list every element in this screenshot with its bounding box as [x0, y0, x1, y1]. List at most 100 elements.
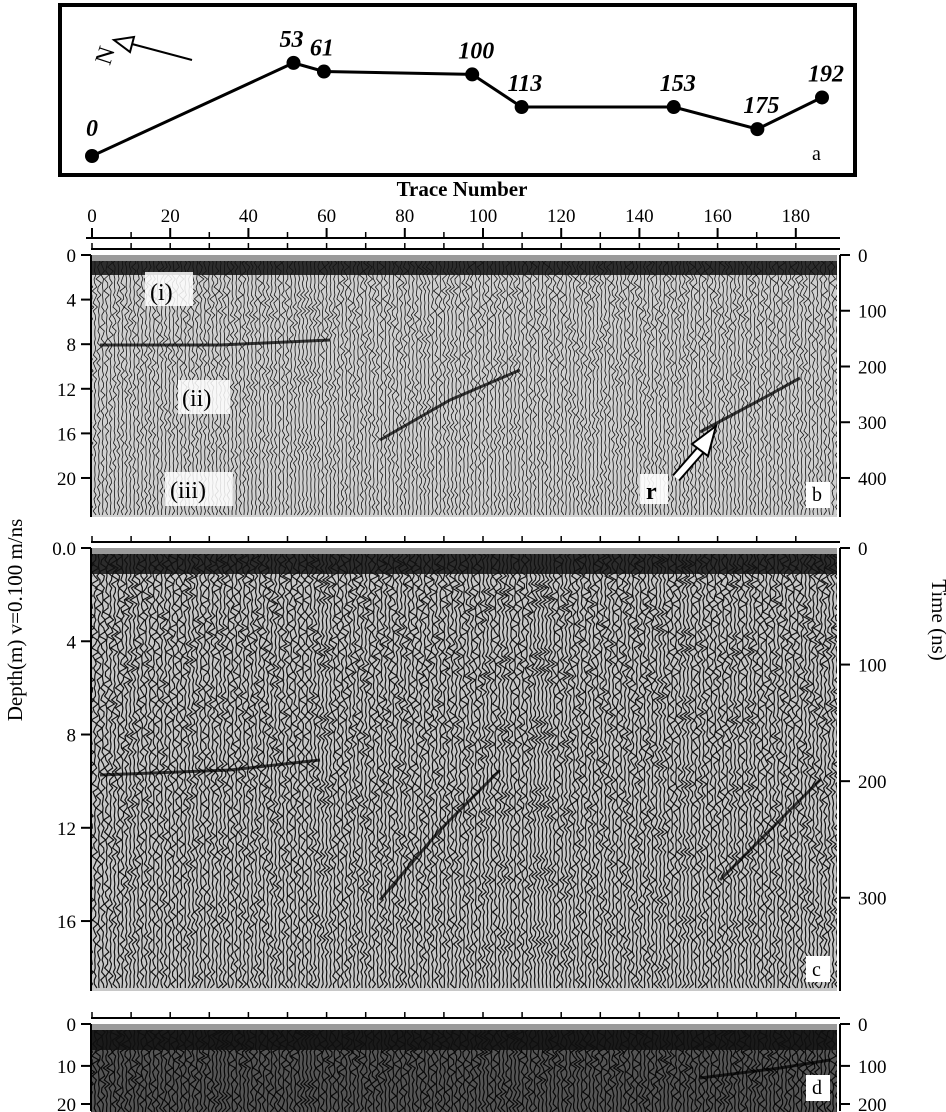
trace-tick-label: 40	[239, 206, 258, 227]
station-marker	[666, 100, 681, 115]
air-wave-band	[91, 1024, 837, 1030]
reflector-event	[379, 368, 521, 442]
panel-c-traces	[91, 548, 837, 989]
time-tick-label: 100	[858, 656, 887, 677]
station-label: 153	[660, 71, 696, 97]
trace-axis-title: Trace Number	[397, 177, 528, 201]
depth-axis-title: Depth(m) v=0.100 m/ns	[3, 519, 27, 722]
panel-d-letter-backdrop	[806, 1075, 830, 1101]
station-marker	[815, 90, 829, 105]
trace-number-axis: 0 20 40 60 80 100 120 140 160 180	[86, 206, 840, 239]
panel-c-radargram: 0.0 4 8 12 16 0 100 200 300 c	[52, 536, 887, 991]
annotation-r: r	[646, 479, 657, 505]
depth-tick-label: 10	[57, 1057, 76, 1078]
annotation-i-backdrop	[145, 272, 193, 306]
north-arrow-icon	[111, 35, 193, 61]
reflector-event	[100, 338, 331, 347]
reflector-arrow-icon	[672, 423, 718, 482]
panel-b-letter-backdrop	[806, 482, 830, 508]
reflector-event	[378, 768, 502, 901]
time-tick-label: 200	[858, 357, 887, 378]
reflector-event	[699, 1058, 831, 1080]
station-marker	[85, 149, 99, 163]
panel-d-letter: d	[812, 1077, 822, 1099]
station-marker	[465, 67, 480, 82]
station-label: 175	[743, 93, 779, 119]
depth-tick-label: 8	[67, 335, 77, 356]
time-tick-label: 400	[858, 469, 887, 490]
survey-route-line	[91, 61, 823, 158]
annotation-iii-backdrop	[165, 472, 233, 506]
time-tick-label: 0	[858, 539, 868, 560]
direct-wave-band	[91, 261, 837, 275]
time-axis-title: Time (ns)	[927, 579, 946, 661]
time-tick-label: 300	[858, 889, 887, 910]
trace-tick-label: 180	[782, 206, 811, 227]
wiggle-trace	[91, 1024, 837, 1112]
station-marker	[514, 100, 529, 115]
station-label: 61	[310, 36, 334, 62]
annotation-ii: (ii)	[182, 386, 211, 412]
station-label: 192	[808, 61, 844, 87]
panel-a-letter: a	[812, 143, 821, 165]
trace-tick-label: 140	[625, 206, 654, 227]
trace-tick-label: 100	[469, 206, 498, 227]
air-wave-band	[91, 255, 837, 261]
depth-tick-label: 4	[67, 632, 77, 653]
panel-d-traces	[91, 1024, 837, 1112]
trace-tick-label: 60	[317, 206, 336, 227]
station-label: 53	[280, 27, 304, 53]
time-tick-label: 100	[858, 302, 887, 323]
direct-wave-band	[91, 1030, 837, 1050]
reflector-event	[699, 376, 801, 434]
depth-tick-label: 4	[67, 291, 77, 312]
time-tick-label: 0	[858, 1015, 868, 1036]
station-label: 113	[508, 71, 543, 97]
panel-a-frame	[58, 3, 857, 177]
depth-tick-label: 12	[57, 380, 76, 401]
trace-tick-label: 120	[547, 206, 576, 227]
panel-c-letter-backdrop	[806, 956, 830, 982]
depth-tick-label: 16	[57, 912, 76, 933]
panel-b-letter: b	[812, 484, 822, 506]
depth-tick-label: 16	[57, 424, 76, 445]
annotation-r-backdrop	[640, 474, 668, 504]
north-label: N	[91, 44, 121, 69]
station-marker	[316, 64, 331, 79]
trace-tick-label: 80	[395, 206, 414, 227]
station-label: 100	[458, 38, 494, 64]
time-tick-label: 0	[858, 246, 868, 267]
depth-tick-label: 0	[67, 1015, 77, 1036]
direct-wave-band	[91, 554, 837, 574]
time-tick-label: 300	[858, 413, 887, 434]
time-tick-label: 200	[858, 1095, 887, 1112]
panel-a-map: N 0 53 61 100 113 153 175 192 a	[58, 3, 857, 177]
trace-tick-label: 160	[703, 206, 732, 227]
depth-tick-label: 20	[57, 469, 76, 490]
depth-tick-label: 0.0	[52, 539, 76, 560]
annotation-i: (i)	[150, 280, 173, 306]
reflector-event	[99, 758, 321, 777]
depth-tick-label: 12	[57, 819, 76, 840]
annotation-iii: (iii)	[170, 478, 206, 504]
depth-tick-label: 20	[57, 1095, 76, 1112]
panel-c-letter: c	[812, 959, 821, 981]
panel-b-traces	[91, 255, 837, 516]
station-marker	[750, 122, 765, 137]
station-label: 0	[86, 116, 98, 142]
panel-c-axes: 0.0 4 8 12 16 0 100 200 300	[52, 536, 887, 991]
trace-tick-label: 20	[161, 206, 180, 227]
annotation-ii-backdrop	[178, 380, 230, 414]
station-markers: 0 53 61 100 113 153 175 192	[85, 27, 844, 163]
air-wave-band	[91, 548, 837, 554]
time-tick-label: 100	[858, 1057, 887, 1078]
trace-tick-label: 0	[87, 206, 97, 227]
time-tick-label: 200	[858, 772, 887, 793]
station-marker	[286, 55, 301, 70]
depth-tick-label: 0	[67, 246, 77, 267]
